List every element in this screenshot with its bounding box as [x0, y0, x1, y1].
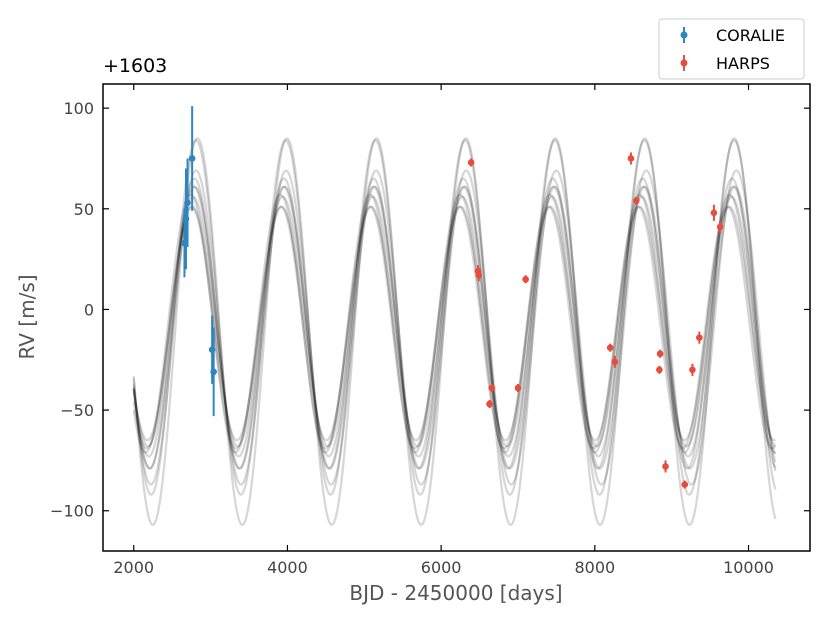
model-curve-5: [132, 169, 777, 486]
harps-point-7: [606, 344, 614, 351]
harps-point-17: [710, 209, 718, 217]
harps-point-4: [488, 384, 496, 392]
harps-point-3: [486, 400, 493, 408]
harps-point-0: [467, 159, 475, 166]
coralie-point-3: [188, 155, 196, 162]
y-axis-label: RV [m/s]: [15, 274, 39, 359]
harps-point-10: [633, 197, 640, 205]
model-curve-6: [132, 139, 777, 496]
model-curve-2: [132, 205, 777, 450]
x-tick-label-2: 6000: [421, 558, 462, 577]
offset-label: +1603: [103, 55, 167, 77]
legend-harps-marker: [680, 59, 688, 67]
harps-point-13: [662, 463, 669, 470]
y-tick-label-0: −100: [50, 502, 94, 521]
harps-point-2: [475, 271, 483, 279]
harps-point-14: [681, 481, 689, 488]
harps-point-16: [696, 334, 703, 341]
data-points: [181, 106, 724, 489]
harps-point-15: [689, 366, 696, 374]
y-tick-label-2: 0: [84, 300, 94, 319]
legend-coralie-label: CORALIE: [716, 26, 785, 45]
harps-point-11: [656, 350, 664, 358]
coralie-point-5: [210, 368, 217, 376]
model-curve-7: [132, 137, 777, 527]
legend-coralie-marker: [680, 31, 688, 39]
x-axis-label: BJD - 2450000 [days]: [349, 581, 562, 605]
legend-item-coralie: CORALIE: [680, 26, 785, 45]
legend: CORALIE HARPS: [658, 18, 805, 80]
model-curves: [132, 137, 777, 527]
model-curve-0: [132, 205, 776, 442]
harps-point-9: [627, 155, 635, 162]
model-curve-9: [132, 185, 777, 470]
harps-point-8: [611, 358, 619, 366]
model-curve-4: [132, 177, 777, 470]
y-tick-label-3: 50: [74, 200, 94, 219]
harps-point-12: [656, 366, 663, 374]
x-tick-label-0: 2000: [113, 558, 154, 577]
model-curve-1: [132, 195, 777, 448]
legend-harps-label: HARPS: [716, 54, 770, 73]
y-tick-label-4: 100: [63, 99, 94, 118]
x-tick-label-3: 8000: [574, 558, 615, 577]
plot-frame: [102, 83, 811, 552]
x-tick-label-4: 10000: [723, 558, 774, 577]
y-tick-label-1: −50: [60, 401, 94, 420]
coralie-point-2: [184, 199, 191, 207]
axis-ticks: 2000 4000 6000 8000 10000 −100 −50 0 50 100: [50, 84, 810, 577]
harps-point-18: [716, 223, 724, 231]
x-tick-label-1: 4000: [267, 558, 308, 577]
model-curve-8: [132, 193, 776, 454]
legend-item-harps: HARPS: [680, 54, 770, 73]
legend-box: [658, 18, 805, 80]
harps-point-5: [514, 384, 522, 392]
harps-point-6: [522, 275, 529, 283]
model-curve-3: [132, 185, 777, 458]
